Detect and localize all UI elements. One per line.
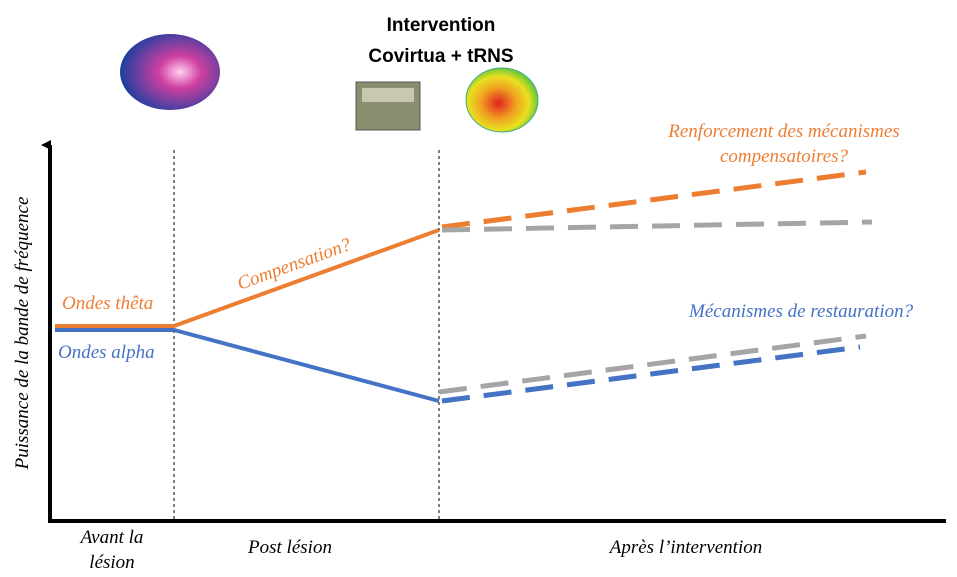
alpha-line — [55, 328, 440, 403]
store-image-detail — [362, 88, 414, 102]
y-axis-label: Puissance de la bande de fréquence — [12, 197, 33, 471]
alpha-dashed — [441, 344, 861, 404]
annotation: Mécanismes de restauration? — [688, 301, 914, 322]
alpha-baseline-dashed — [438, 333, 867, 395]
annotation: compensatoires? — [720, 146, 849, 167]
phase-label: Après l’intervention — [608, 537, 763, 558]
phase-label: Post lésion — [247, 537, 332, 558]
heatmap-brain — [465, 67, 539, 133]
brain-icon — [120, 34, 220, 110]
annotation: Compensation? — [235, 234, 355, 295]
annotation: Renforcement des mécanismes — [667, 121, 899, 142]
theta-label: Ondes thêta — [62, 293, 153, 314]
title-line: Covirtua + tRNS — [368, 46, 513, 67]
title-line: Intervention — [387, 15, 496, 36]
theta-dashed — [441, 169, 867, 230]
phase-label: Avant la — [79, 527, 144, 548]
alpha-label: Ondes alpha — [58, 342, 155, 363]
theta-line — [55, 228, 440, 328]
phase-label: lésion — [89, 552, 134, 572]
theta-baseline-dashed — [441, 219, 873, 233]
